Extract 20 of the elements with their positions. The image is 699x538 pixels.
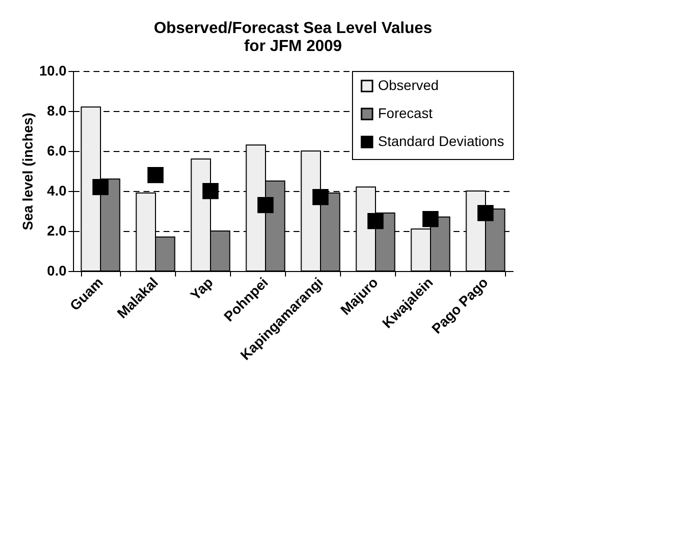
point (312, 188, 329, 206)
y-tick-label: 0.0 (47, 262, 67, 278)
legend-label: Forecast (378, 105, 433, 121)
y-tick-label: 2.0 (47, 222, 67, 238)
point (367, 212, 384, 230)
y-tick-label: 8.0 (47, 102, 67, 118)
point (422, 210, 439, 228)
y-axis-title: Sea level (inches) (19, 112, 36, 230)
y-tick-label: 6.0 (47, 142, 67, 158)
point (477, 204, 494, 222)
y-tick-label: 4.0 (47, 182, 67, 198)
chart-title: Observed/Forecast Sea Level Values for JFM 2009 (154, 20, 432, 55)
y-tick-label: 10.0 (39, 62, 67, 78)
point (92, 178, 109, 196)
x-tick-label: Yap (187, 274, 216, 304)
legend-label: Observed (378, 77, 439, 93)
point (147, 166, 164, 184)
point (202, 182, 219, 200)
point (257, 196, 274, 214)
legend-label: Standard Deviations (378, 133, 504, 149)
